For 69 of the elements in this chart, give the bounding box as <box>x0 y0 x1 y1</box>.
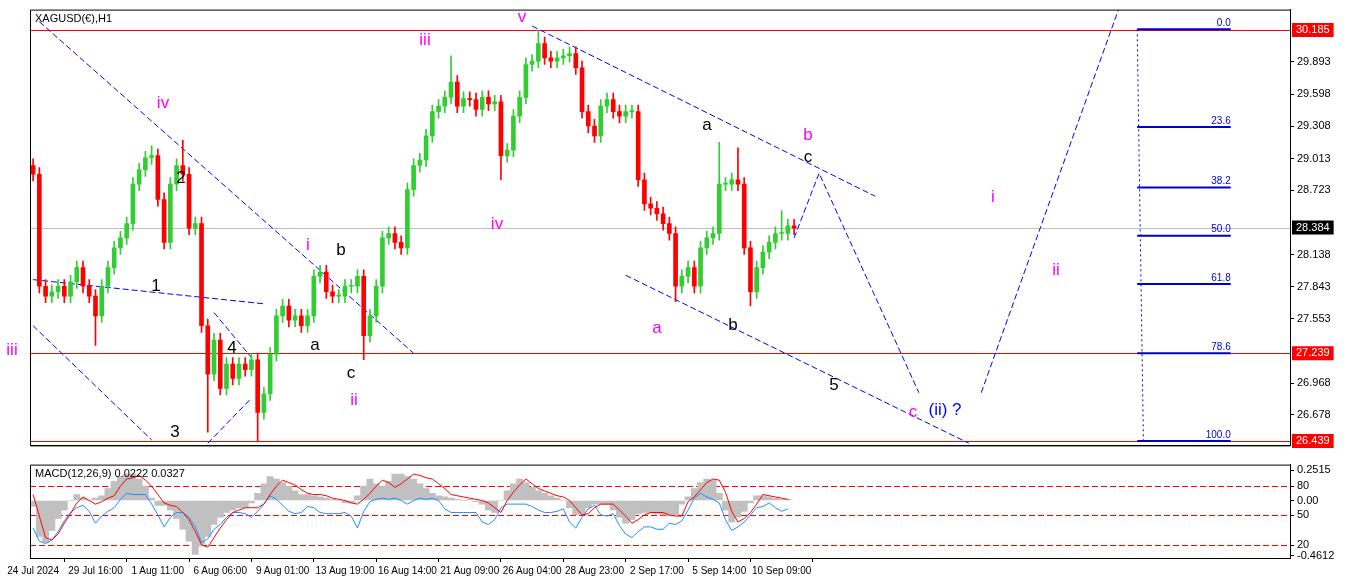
y2-tick-label: 80 <box>1297 478 1310 491</box>
series-label: 78.6 <box>1211 340 1232 352</box>
x-tick-label: 9 Aug 01:00 <box>255 564 310 576</box>
annotation: 4 <box>227 337 237 357</box>
ref-line-label: 27.239 <box>1296 346 1330 359</box>
y-tick-label: 27.553 <box>1297 311 1331 324</box>
x-tick-label: 13 Aug 19:00 <box>315 564 375 576</box>
chart-title: XAGUSD(€),H1 <box>35 12 113 25</box>
annotation: (ii) ? <box>928 399 962 419</box>
candlestick <box>629 104 635 119</box>
annotation: v <box>517 6 527 26</box>
x-tick-label: 1 Aug 11:00 <box>131 564 185 576</box>
x-tick-label: 6 Aug 06:00 <box>193 564 248 576</box>
y-tick-label: 26.968 <box>1297 376 1331 389</box>
y-tick-label: -0.4612 <box>1297 548 1335 561</box>
series-label: 100.0 <box>1205 428 1232 440</box>
annotation: i <box>306 234 310 254</box>
y-tick-label: 27.843 <box>1297 280 1331 293</box>
y-tick-label: 0.00 <box>1297 493 1319 506</box>
chart-title: MACD(12,26,9) 0.0222 0.0327 <box>35 467 185 480</box>
annotation: i <box>991 186 995 206</box>
x-tick-label: 16 Aug 14:00 <box>377 564 438 576</box>
annotation: 1 <box>151 275 161 295</box>
y2-tick-label: 50 <box>1297 508 1310 521</box>
annotation: 2 <box>176 167 186 187</box>
annotation: iv <box>490 213 504 233</box>
x-tick-label: 10 Sep 09:00 <box>751 564 812 576</box>
series-label: 23.6 <box>1211 114 1232 126</box>
series-label: 50.0 <box>1211 223 1232 235</box>
annotation: a <box>652 317 663 337</box>
annotation: c <box>803 146 813 166</box>
y2-tick-label: 20 <box>1297 537 1310 550</box>
annotation: b <box>803 124 813 144</box>
annotation: iii <box>419 29 431 49</box>
annotation: c <box>346 362 356 382</box>
ref-line-label: 26.439 <box>1296 434 1330 447</box>
annotation: c <box>908 401 918 421</box>
annotation: b <box>336 239 346 259</box>
x-tick-label: 2 Sep 17:00 <box>629 564 685 576</box>
series-label: 0.0 <box>1216 17 1232 29</box>
annotation: 3 <box>170 421 180 441</box>
ref-line-label: 30.185 <box>1296 22 1330 35</box>
candlestick <box>492 94 498 111</box>
y-tick-label: 29.598 <box>1297 87 1331 100</box>
annotation: ii <box>1052 259 1060 279</box>
annotation: a <box>702 114 713 134</box>
y-tick-label: 29.893 <box>1297 54 1331 67</box>
annotation: ii <box>350 389 358 409</box>
series-label: 61.8 <box>1211 271 1232 283</box>
y-tick-label: 26.678 <box>1297 407 1331 420</box>
y-tick-label: 28.138 <box>1297 247 1331 260</box>
ref-line-label: 28.384 <box>1296 220 1330 233</box>
annotation: iv <box>156 92 170 112</box>
candlestick <box>467 91 473 107</box>
x-tick-label: 21 Aug 09:00 <box>440 564 500 576</box>
annotation: b <box>728 314 738 334</box>
y-tick-label: 29.308 <box>1297 119 1331 132</box>
annotation: a <box>310 334 321 354</box>
y-tick-label: 0.2515 <box>1297 463 1331 476</box>
x-tick-label: 24 Jul 2024 <box>7 564 60 576</box>
y-tick-label: 28.723 <box>1297 183 1331 196</box>
x-tick-label: 5 Sep 14:00 <box>692 564 747 576</box>
text: iii <box>6 339 18 359</box>
annotation: 5 <box>829 374 839 394</box>
x-tick-label: 28 Aug 23:00 <box>565 564 625 576</box>
series-label: 38.2 <box>1211 175 1232 187</box>
x-tick-label: 29 Jul 16:00 <box>68 564 124 576</box>
y-tick-label: 29.013 <box>1297 151 1331 164</box>
x-tick-label: 26 Aug 04:00 <box>502 564 563 576</box>
